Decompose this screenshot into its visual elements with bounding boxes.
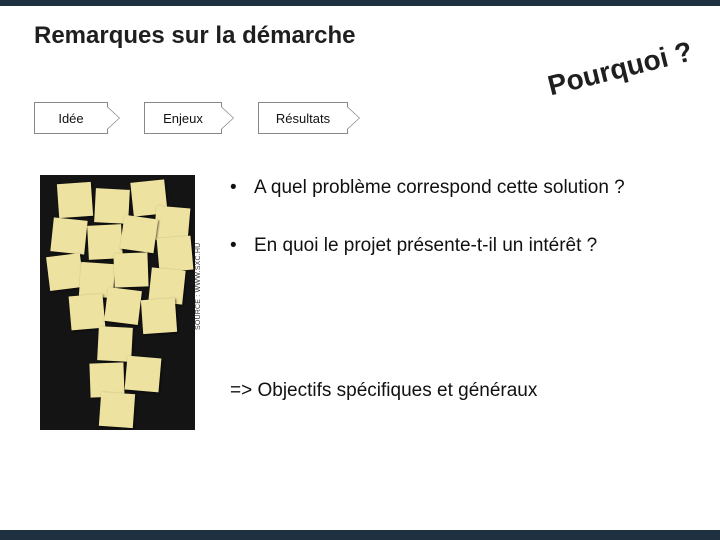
sticky-note-icon <box>99 392 135 428</box>
bullet-marker: • <box>230 233 240 259</box>
callout-text: Pourquoi ? <box>545 35 696 102</box>
slide-title: Remarques sur la démarche <box>34 22 355 50</box>
bullet-text: A quel problème correspond cette solutio… <box>254 175 625 201</box>
conclusion-text: => Objectifs spécifiques et généraux <box>230 380 690 402</box>
sticky-note-icon <box>120 215 158 253</box>
sticky-note-icon <box>125 356 162 393</box>
top-bar <box>0 0 720 6</box>
sticky-note-icon <box>141 298 177 334</box>
bullet-item: • A quel problème correspond cette solut… <box>230 175 690 201</box>
sticky-note-icon <box>57 182 93 218</box>
image-credit: SOURCE : WWW.SXC.HU <box>195 230 202 330</box>
flow-step-resultats: Résultats <box>258 102 348 134</box>
flow-step-label: Idée <box>58 111 83 126</box>
bullet-marker: • <box>230 175 240 201</box>
sticky-note-icon <box>104 287 142 325</box>
chevron-right-icon <box>347 106 360 130</box>
flow-step-label: Résultats <box>276 111 330 126</box>
process-flow: Idée Enjeux Résultats <box>34 102 348 134</box>
sticky-note-icon <box>157 236 194 273</box>
sticky-note-icon <box>46 253 84 291</box>
slide: { "title": "Remarques sur la démarche", … <box>0 0 720 540</box>
bullet-item: • En quoi le projet présente-t-il un int… <box>230 233 690 259</box>
question-mark-image <box>40 175 195 430</box>
flow-step-idee: Idée <box>34 102 108 134</box>
bottom-bar <box>0 530 720 540</box>
sticky-note-icon <box>69 294 106 331</box>
bullet-list: • A quel problème correspond cette solut… <box>230 175 690 290</box>
flow-step-label: Enjeux <box>163 111 203 126</box>
bullet-text: En quoi le projet présente-t-il un intér… <box>254 233 597 259</box>
chevron-right-icon <box>107 106 120 130</box>
chevron-right-icon <box>221 106 234 130</box>
flow-step-enjeux: Enjeux <box>144 102 222 134</box>
sticky-note-icon <box>50 217 87 254</box>
sticky-note-icon <box>113 252 148 287</box>
